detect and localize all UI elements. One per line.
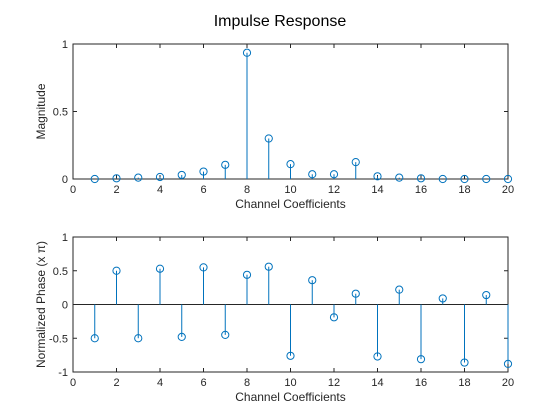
stem-marker [438,174,447,184]
y-tick-label: 1 [62,39,68,51]
stem-marker [373,172,382,181]
y-tick-label: 1 [62,232,68,244]
stem-marker [134,334,143,343]
x-tick-label: 8 [244,377,250,389]
x-tick-label: 14 [371,184,383,196]
stem-marker [329,313,339,322]
x-tick-label: 16 [415,184,427,196]
stem-marker [329,170,339,179]
x-tick-label: 2 [113,377,119,389]
stem-marker [503,359,513,368]
x-tick-label: 0 [70,184,76,196]
stem-marker [242,48,252,57]
stem-marker [482,174,491,184]
x-tick-label: 10 [284,377,296,389]
stem-marker [438,294,447,303]
figure-title: Impulse Response [214,13,347,30]
y-axis-label: Normalized Phase (x π) [34,241,48,368]
stem-marker [286,351,295,360]
stem-marker [199,167,208,176]
stem-marker [460,174,469,184]
x-tick-label: 4 [157,184,163,196]
subplot-1: 0 2 4 6 8 10 12 14 16 18 20 0 0.5 1 Channel Coefficien… [34,39,514,211]
x-tick-label: 16 [415,377,427,389]
x-tick-label: 12 [328,377,340,389]
stem-marker [351,158,360,167]
stem-marker [373,352,382,361]
stem-marker [308,276,317,285]
y-tick-label: 0 [62,300,68,312]
x-tick-label: 6 [200,377,206,389]
stem-marker [155,172,165,182]
x-tick-label: 4 [157,377,163,389]
stem-marker [286,160,295,169]
stem-marker [308,170,317,179]
stem-marker [503,174,513,184]
stem-marker [199,263,208,272]
stem-marker [264,134,273,143]
y-tick-label: 0.5 [53,266,68,278]
y-tick-label: -0.5 [49,333,68,345]
y-tick-label: 0 [62,174,68,186]
stem-marker [90,334,99,343]
x-axis-label: Channel Coefficients [235,197,346,211]
y-axis-label: Magnitude [34,83,48,139]
stem-marker [395,285,404,294]
x-tick-label: 2 [113,184,119,196]
stem-marker [221,330,230,339]
x-tick-label: 0 [70,377,76,389]
x-tick-label: 8 [244,184,250,196]
subplot-2: 0 2 4 6 8 10 12 14 16 18 20 -1 -0.5 0 0.5 1 Channel Coef… [34,232,514,404]
x-tick-label: 20 [502,184,514,196]
stem-marker [482,290,491,300]
x-tick-label: 18 [458,184,470,196]
stem-marker [112,266,121,275]
stem-marker [351,289,360,298]
stem-marker [264,262,273,271]
x-tick-label: 20 [502,377,514,389]
stem-marker [177,170,186,180]
stem-marker [90,174,99,184]
stem-marker [416,355,426,364]
stem-marker [134,173,143,182]
stem-marker [460,358,469,367]
stem-marker [112,174,121,183]
y-tick-label: -1 [58,367,68,379]
stem-marker [221,160,230,169]
x-tick-label: 6 [200,184,206,196]
x-axis-label: Channel Coefficients [235,390,346,404]
stem-marker [177,332,186,341]
x-tick-label: 14 [371,377,383,389]
y-tick-label: 0.5 [53,107,68,119]
stem-marker [395,173,404,182]
x-tick-label: 12 [328,184,340,196]
stem-marker [416,174,426,183]
stem-marker [242,270,252,279]
x-tick-label: 10 [284,184,296,196]
stem-marker [155,264,165,273]
x-tick-label: 18 [458,377,470,389]
